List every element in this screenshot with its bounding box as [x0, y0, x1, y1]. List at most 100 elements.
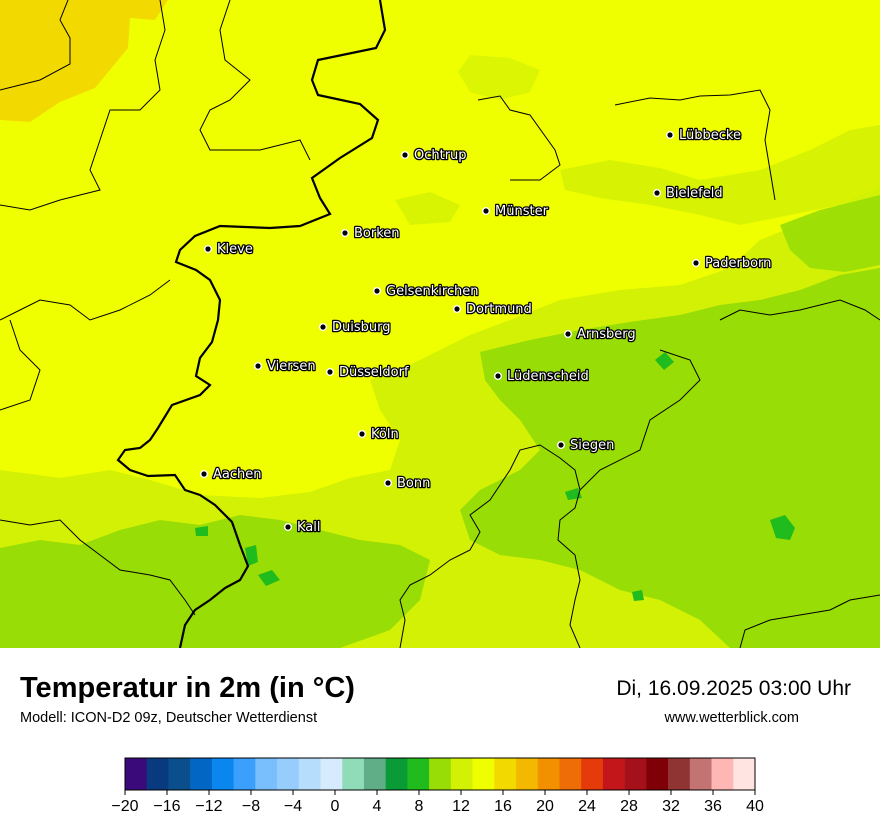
- warm-area-northwest: [0, 0, 168, 122]
- city-label: Duisburg: [332, 320, 391, 335]
- website-link[interactable]: www.wetterblick.com: [664, 710, 799, 726]
- city-label: Dortmund: [466, 302, 532, 317]
- city-markers: Ochtrup Lübbecke Bielefeld Münster Borken Kle…: [199, 127, 773, 536]
- city-label: Siegen: [570, 438, 614, 453]
- city-label: Paderborn: [705, 256, 771, 271]
- city-dot: [341, 228, 350, 237]
- city-label: Borken: [354, 226, 400, 241]
- city-label: Kleve: [217, 242, 253, 257]
- legend-color-cell: [516, 758, 539, 790]
- district-border-1: [0, 0, 71, 91]
- legend-color-cell: [624, 758, 647, 790]
- cold-area-eifel: [0, 515, 430, 648]
- cooler-area-ems: [458, 55, 540, 100]
- legend-color-cell: [733, 758, 756, 790]
- legend-color-cell: [668, 758, 691, 790]
- city-label: Lübbecke: [679, 128, 741, 143]
- city-dot: [326, 368, 335, 377]
- legend-color-cell: [298, 758, 321, 790]
- city-dot: [319, 323, 328, 332]
- legend-frame: [124, 757, 756, 791]
- legend-color-cell: [407, 758, 430, 790]
- city-dot: [692, 259, 701, 268]
- state-border-east: [399, 444, 581, 648]
- cold-area-sauerland: [460, 268, 880, 648]
- city-label: Viersen: [267, 359, 316, 374]
- legend-color-cell: [494, 758, 517, 790]
- city-dot: [373, 287, 382, 296]
- legend-color-cell: [450, 758, 473, 790]
- cold-spot-4: [245, 545, 258, 566]
- legend-color-cell: [689, 758, 712, 790]
- legend-color-cell: [320, 758, 343, 790]
- legend-color-cell: [581, 758, 604, 790]
- legend-color-cell: [233, 758, 256, 790]
- city-dot: [384, 479, 393, 488]
- city-dot: [557, 441, 566, 450]
- city-label: Bielefeld: [666, 186, 723, 201]
- legend-color-cell: [125, 758, 148, 790]
- city-label: Lüdenscheid: [507, 369, 589, 384]
- cooler-area-borken: [395, 192, 460, 225]
- cold-spot-7: [632, 590, 644, 601]
- legend-tick-label: 16: [494, 798, 512, 815]
- city-dot: [653, 188, 662, 197]
- legend-color-cell: [342, 758, 365, 790]
- city-label: Ochtrup: [414, 148, 467, 163]
- district-border-7: [477, 95, 561, 181]
- legend-tick-label: 28: [620, 798, 638, 815]
- legend-color-cell: [255, 758, 278, 790]
- legend-color-cell: [190, 758, 213, 790]
- district-border-2: [0, 0, 166, 211]
- legend-color-cell: [602, 758, 625, 790]
- district-border-6: [614, 89, 776, 201]
- city-dot: [401, 150, 410, 159]
- color-legend: −20 −16 −12 −8 −4 0 4 8 12 16 20 24 28 32 36 40: [0, 750, 880, 830]
- district-border-10: [739, 594, 880, 648]
- city-label: Bonn: [397, 476, 430, 491]
- district-border-5: [0, 319, 41, 411]
- legend-tick-label: 4: [373, 798, 382, 815]
- national-border: [116, 0, 387, 648]
- city-dot: [253, 362, 262, 371]
- city-dot: [494, 372, 503, 381]
- legend-color-cell: [559, 758, 582, 790]
- city-dot: [453, 305, 462, 314]
- cold-spot-2: [770, 515, 795, 540]
- legend-tick-label: 36: [704, 798, 722, 815]
- legend-color-cell: [168, 758, 191, 790]
- city-dot: [203, 244, 212, 253]
- district-border-11: [0, 519, 196, 616]
- temperature-map: Ochtrup Lübbecke Bielefeld Münster Borken Kle…: [0, 0, 880, 648]
- district-border-8: [719, 299, 880, 321]
- legend-color-cell: [429, 758, 452, 790]
- district-border-9: [579, 349, 701, 491]
- city-label: Kall: [297, 520, 321, 535]
- legend-color-cell: [363, 758, 386, 790]
- city-dot: [666, 130, 675, 139]
- city-label: Düsseldorf: [339, 365, 409, 380]
- cooler-area-northeast: [560, 125, 880, 225]
- legend-color-cell: [385, 758, 408, 790]
- legend-tick-label: −16: [153, 798, 180, 815]
- legend-tick-label: 40: [746, 798, 764, 815]
- legend-color-cell: [537, 758, 560, 790]
- legend-tick-label: −12: [195, 798, 222, 815]
- legend-tick-label: −20: [111, 798, 138, 815]
- legend-tick-label: 24: [578, 798, 596, 815]
- city-dot: [564, 330, 573, 339]
- legend-color-cell: [277, 758, 300, 790]
- city-dot: [358, 430, 367, 439]
- model-info: Modell: ICON-D2 09z, Deutscher Wetterdie…: [20, 710, 318, 726]
- legend-color-cell: [646, 758, 669, 790]
- legend-tick-label: 8: [415, 798, 424, 815]
- city-label: Gelsenkirchen: [386, 284, 479, 299]
- cold-spot-5: [258, 570, 280, 586]
- legend-tick-label: 0: [331, 798, 340, 815]
- legend-tick-label: 20: [536, 798, 554, 815]
- city-label: Arnsberg: [577, 327, 636, 342]
- cold-spot-6: [195, 526, 208, 536]
- city-label: Aachen: [213, 467, 261, 482]
- district-border-3: [199, 0, 311, 161]
- legend-color-cell: [146, 758, 169, 790]
